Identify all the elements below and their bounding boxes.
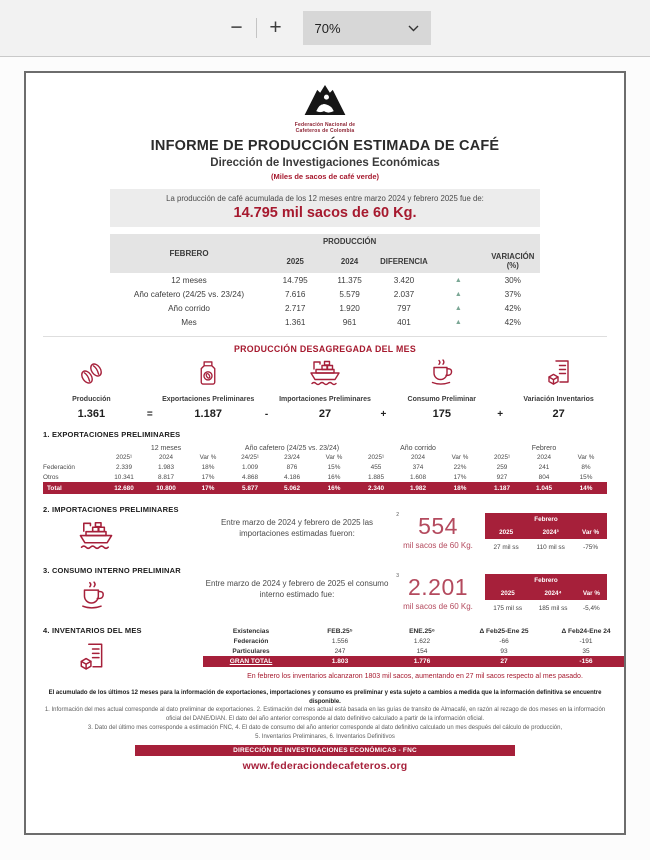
- up-arrow-icon: ▲: [454, 318, 462, 326]
- website-link[interactable]: www.federaciondecafeteros.org: [242, 760, 408, 773]
- exports-table: 12 meses Año cafetero (24/25 vs. 23/24) …: [43, 443, 607, 495]
- fnc-logo-icon: [304, 84, 346, 116]
- table-row: Federación 1.556 1.622 -66 -191: [233, 637, 593, 645]
- table-row: Año cafetero (24/25 vs. 23/24) 7.616 5.5…: [110, 287, 540, 301]
- imports-value-block: 554 mil sacos de 60 Kg.: [391, 513, 485, 555]
- consumption-section: 3. CONSUMO INTERNO PRELIMINAR Entre marz…: [43, 566, 607, 615]
- zoom-level-value: 70%: [314, 20, 341, 36]
- table-row: 12 meses 14.795 11.375 3.420 ▲ 30%: [110, 273, 540, 287]
- month-label: FEBRERO: [110, 234, 268, 273]
- cargo-ship-icon: [77, 520, 203, 555]
- direction-banner: DIRECCIÓN DE INVESTIGACIONES ECONÓMICAS …: [135, 745, 515, 757]
- inventory-table: Existencias FEB.25⁵ ENE.25⁶ Δ Feb25-Ene …: [203, 626, 624, 668]
- imports-heading: 2. IMPORTACIONES PRELIMINARES: [43, 505, 179, 515]
- footnote-line3: 5. Inventarios Preliminares, 6. Inventar…: [255, 734, 395, 741]
- breakdown-heading: PRODUCCIÓN DESAGREGADA DEL MES: [233, 344, 417, 354]
- inventory-icon: [510, 358, 607, 391]
- inventory-section: 4. INVENTARIOS DEL MES Existencias FEB.2…: [43, 626, 624, 680]
- viewer-toolbar: − + 70%: [0, 0, 650, 57]
- footnote-bold: El acumulado de los últimos 12 meses par…: [48, 690, 602, 705]
- exports-heading: 1. EXPORTACIONES PRELIMINARES: [43, 430, 181, 440]
- footnotes: El acumulado de los últimos 12 meses par…: [43, 689, 607, 742]
- imports-unit: mil sacos de 60 Kg.: [403, 541, 473, 551]
- summary-line1: La producción de café acumulada de los 1…: [166, 194, 484, 203]
- group-ano-cafetero: Año cafetero (24/25 vs. 23/24): [244, 444, 340, 452]
- consumption-unit: mil sacos de 60 Kg.: [403, 602, 473, 612]
- col-2025: 2025: [268, 249, 323, 273]
- col-2024: 2024: [322, 249, 377, 273]
- footnote-line2: 3. Dato del último mes corresponde a est…: [87, 725, 563, 732]
- inventory-note: En febrero los inventarios alcanzaron 18…: [247, 673, 583, 681]
- consumption-mini-table: Febrero 2025 2024⁴ Var % 175 mil ss 185 …: [485, 574, 607, 614]
- col-diferencia: DIFERENCIA: [376, 249, 432, 273]
- breakdown-values-row: 1.361 = 1.187 - 27 + 175 + 27: [77, 408, 565, 421]
- group-ano-corrido: Año corrido: [400, 444, 436, 452]
- footnote-line1: 1. Información del mes actual correspond…: [44, 707, 606, 723]
- coffee-cup-icon: [393, 359, 490, 391]
- inventory-icon: [77, 641, 203, 676]
- imports-text: Entre marzo de 2024 y febrero de 2025 la…: [220, 512, 399, 539]
- unit-note: (Miles de sacos de café verde): [271, 172, 379, 181]
- table-row: Federación 2.339 1.983 18% 1.009 876 15%…: [43, 463, 591, 471]
- consumption-text: Entre marzo de 2024 y febrero de 2025 el…: [205, 573, 399, 600]
- consumption-value-block: 2.201 mil sacos de 60 Kg.: [391, 574, 485, 615]
- coffee-beans-icon: [43, 361, 140, 391]
- imports-mini-table: Febrero 2025 2024³ Var % 27 mil ss 110 m…: [485, 513, 607, 553]
- up-arrow-icon: ▲: [454, 276, 462, 284]
- up-arrow-icon: ▲: [454, 290, 462, 298]
- document-header: Federación Nacional de Cafeteros de Colo…: [43, 84, 607, 134]
- logo-caption-line2: Cafeteros de Colombia: [295, 128, 355, 134]
- consumption-heading: 3. CONSUMO INTERNO PRELIMINAR: [43, 566, 181, 576]
- consumption-value: 2.201: [407, 574, 469, 601]
- table-row: Mes 1.361 961 401 ▲ 42%: [110, 315, 540, 329]
- document-page: Federación Nacional de Cafeteros de Colo…: [24, 71, 626, 835]
- table-row: Otros 10.341 8.817 17% 4.868 4.186 16% 1…: [43, 473, 593, 481]
- zoom-out-button[interactable]: −: [220, 11, 254, 45]
- breakdown-icons-row: [43, 358, 607, 391]
- zoom-level-select[interactable]: 70%: [302, 11, 431, 45]
- up-arrow-icon: ▲: [454, 304, 462, 312]
- group-febrero: Febrero: [531, 444, 557, 452]
- production-group-header: PRODUCCIÓN: [268, 234, 432, 249]
- breakdown-labels-row: Producción Exportaciones Preliminares Im…: [72, 396, 594, 403]
- inventory-heading: 4. INVENTARIOS DEL MES: [43, 626, 142, 636]
- coffee-cup-icon: [77, 581, 203, 615]
- exports-total-row: Total 12.680 10.800 17% 5.877 5.062 16% …: [43, 482, 607, 495]
- inventory-total-row: GRAN TOTAL 1.803 1.776 27 -156: [203, 656, 624, 668]
- page-title: INFORME DE PRODUCCIÓN ESTIMADA DE CAFÉ: [150, 138, 500, 154]
- imports-section: 2. IMPORTACIONES PRELIMINARES Entre marz…: [43, 505, 607, 555]
- group-12-meses: 12 meses: [150, 444, 182, 452]
- summary-line2: 14.795 mil sacos de 60 Kg.: [233, 205, 417, 221]
- summary-box: La producción de café acumulada de los 1…: [110, 189, 540, 227]
- chevron-down-icon: [408, 25, 418, 31]
- section-divider: [43, 336, 607, 337]
- page-subtitle: Dirección de Investigaciones Económicas: [210, 157, 440, 169]
- inventory-body: Existencias FEB.25⁵ ENE.25⁶ Δ Feb25-Ene …: [203, 626, 624, 681]
- production-summary-table: FEBRERO PRODUCCIÓN 2025 2024 DIFERENCIA …: [110, 234, 540, 329]
- coffee-bag-icon: [160, 359, 257, 391]
- zoom-in-button[interactable]: +: [259, 11, 293, 45]
- cargo-ship-icon: [277, 359, 374, 391]
- table-row: Particulares 247 154 93 35: [232, 647, 590, 655]
- col-variacion: VARIACIÓN (%): [485, 249, 540, 273]
- imports-value: 554: [418, 513, 458, 540]
- logo-caption-line1: Federación Nacional de: [294, 122, 356, 128]
- table-row: Año corrido 2.717 1.920 797 ▲ 42%: [110, 301, 540, 315]
- toolbar-divider: [255, 18, 257, 38]
